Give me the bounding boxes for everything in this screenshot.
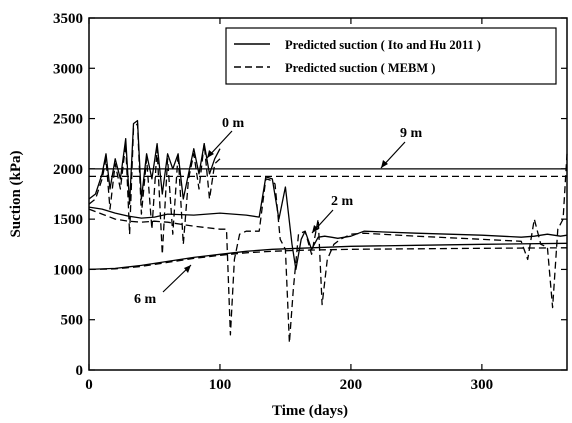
series-line-2m-dashed — [88, 153, 568, 344]
annotation-9m-arrowhead — [381, 160, 388, 168]
legend-solid-label: Predicted suction ( Ito and Hu 2011 ) — [285, 38, 481, 52]
y-tick-label: 2000 — [53, 162, 83, 178]
legend: Predicted suction ( Ito and Hu 2011 ) Pr… — [225, 27, 557, 85]
x-axis-title: Time (days) — [272, 403, 348, 419]
x-tick-label: 100 — [209, 377, 232, 393]
x-tick-label: 0 — [85, 377, 93, 393]
y-tick-label: 500 — [61, 313, 84, 329]
plot-frame — [88, 17, 568, 371]
x-tick-label: 300 — [471, 377, 494, 393]
annotation-2m-label: 2 m — [331, 194, 354, 209]
y-axis-title: Suction (kPa) — [8, 150, 24, 237]
series-line-6m-solid — [88, 242, 568, 271]
legend-box — [225, 27, 557, 85]
annotation-9m-label: 9 m — [400, 126, 423, 141]
y-tick-label: 2500 — [53, 112, 83, 128]
axis-layer: 0 500 1000 1500 2000 2500 3000 3500 0 100 200 300 — [53, 11, 567, 393]
y-tick-label: 1500 — [53, 212, 83, 228]
series-line-2m-solid — [88, 176, 568, 271]
y-tick-label: 0 — [76, 363, 84, 379]
y-tick-label: 3500 — [53, 11, 83, 27]
series-line-0m-dashed — [88, 122, 221, 255]
y-tick-label: 3000 — [53, 61, 83, 77]
series-layer — [88, 119, 568, 344]
annotation-0m-label: 0 m — [222, 116, 245, 131]
y-tick-label: 1000 — [53, 262, 83, 278]
annotation-6m-label: 6 m — [134, 292, 157, 307]
annotation-9m: 9 m — [380, 126, 423, 169]
annotation-2m: 2 m — [311, 194, 354, 234]
annotation-6m: 6 m — [134, 264, 192, 307]
legend-dashed-label: Predicted suction ( MEBM ) — [285, 61, 435, 75]
annotation-0m: 0 m — [206, 116, 245, 159]
x-tick-label: 200 — [340, 377, 363, 393]
annotation-2m-arrowhead — [312, 225, 319, 233]
series-line-0m-solid — [88, 119, 221, 205]
series-line-6m-dashed — [88, 247, 568, 271]
annotation-6m-arrowhead — [184, 265, 191, 273]
annotation-0m-arrowhead — [207, 150, 214, 158]
